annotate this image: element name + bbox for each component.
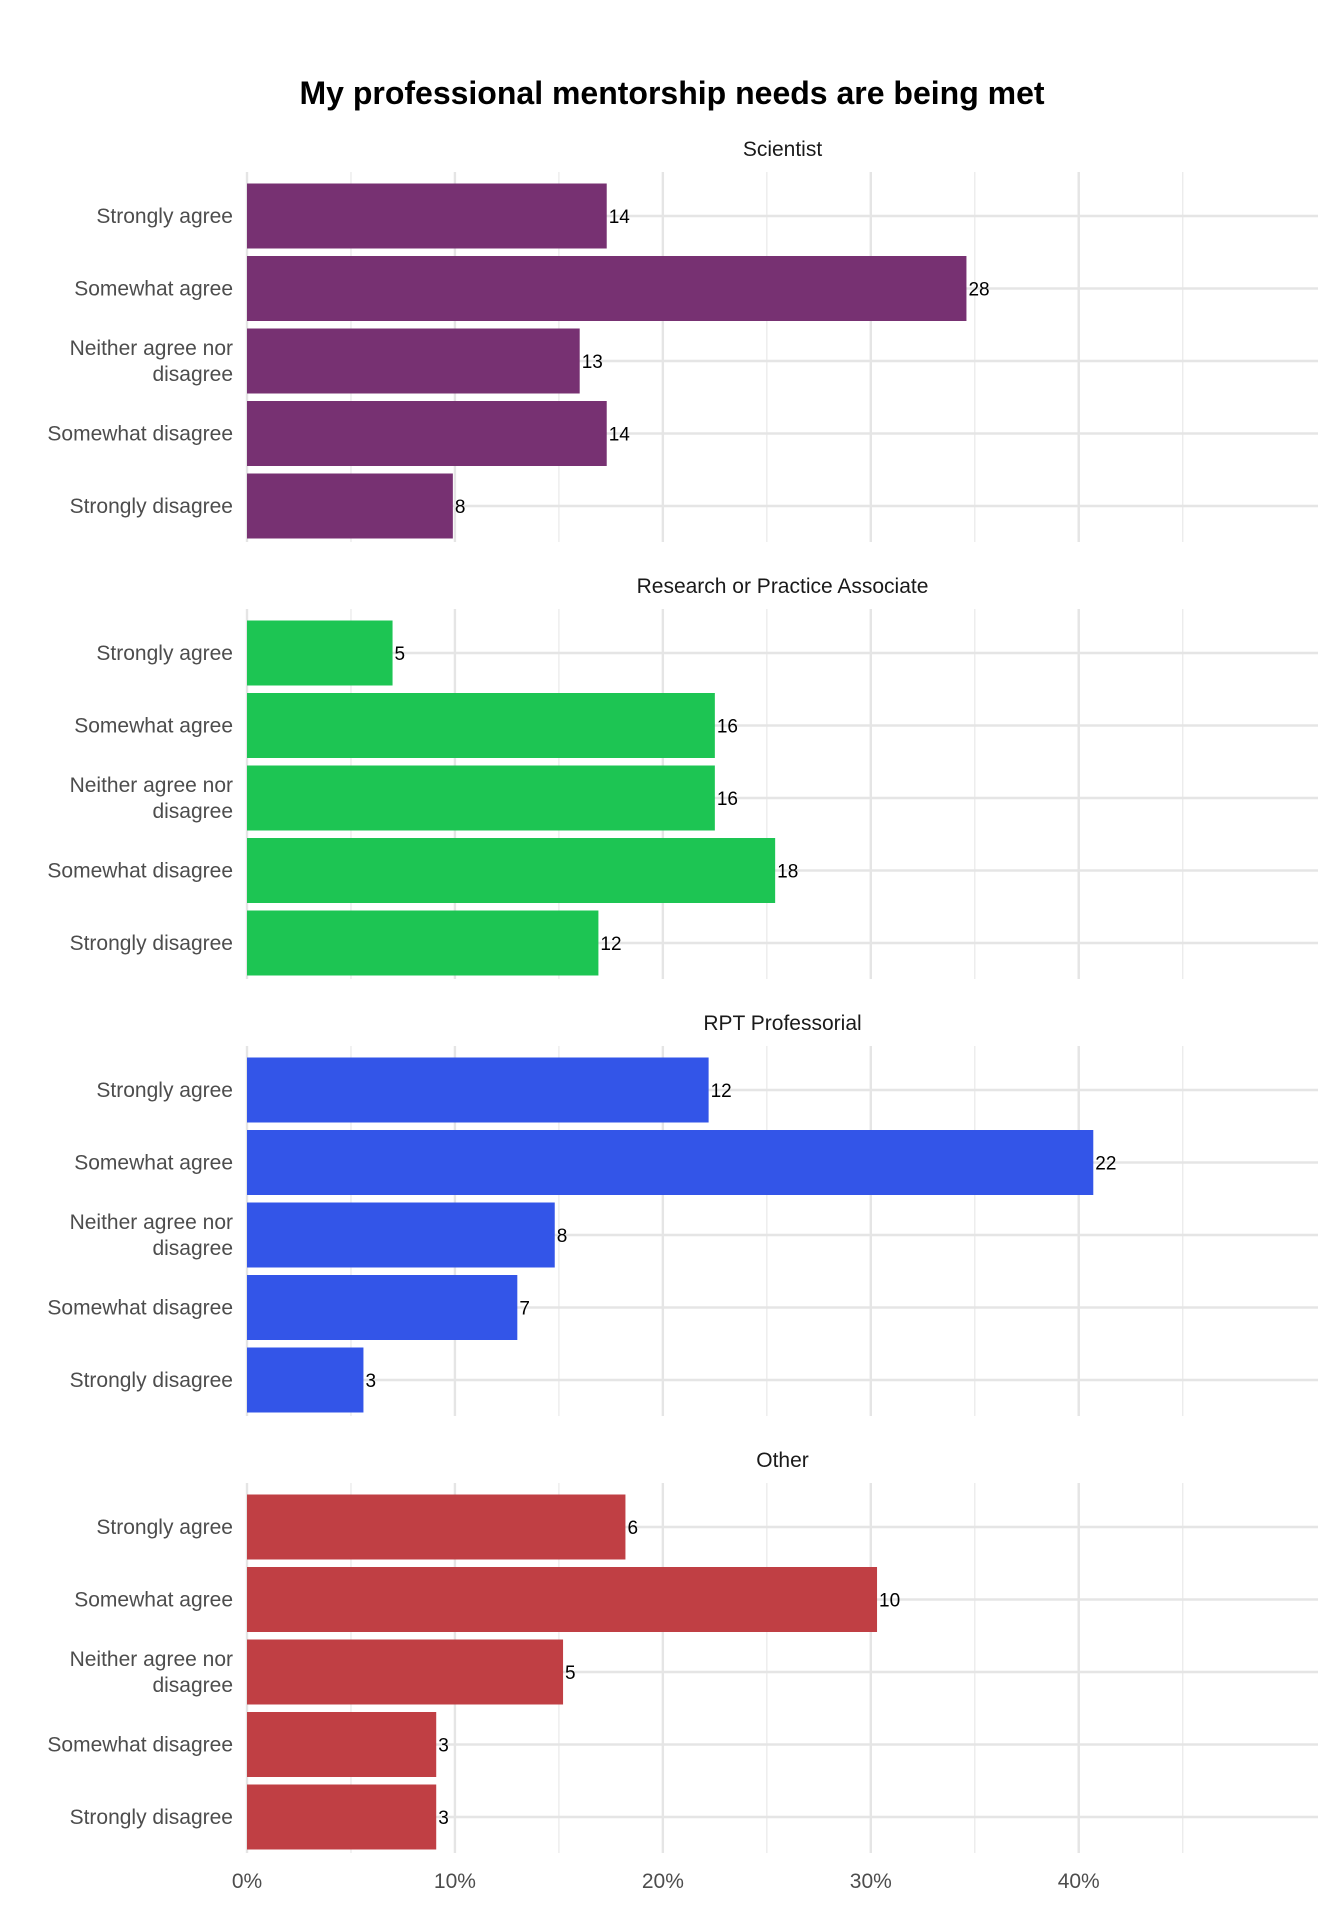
bar (247, 1202, 555, 1268)
bar (247, 1712, 437, 1777)
category-label: Somewhat disagree (47, 1297, 233, 1320)
bar (247, 1130, 1094, 1195)
value-label: 14 (609, 207, 631, 228)
category-label-line: disagree (152, 363, 233, 386)
bar (247, 1494, 626, 1560)
x-tick-label: 30% (850, 1870, 892, 1893)
category-label-line: Neither agree nor (70, 1648, 233, 1671)
category-label: Strongly agree (96, 642, 233, 665)
value-label: 5 (395, 644, 406, 665)
value-label: 3 (365, 1371, 376, 1392)
value-label: 18 (777, 862, 798, 883)
category-label: Strongly agree (96, 1516, 233, 1539)
category-label: Strongly disagree (70, 495, 233, 518)
bar (247, 401, 607, 466)
category-label: Strongly agree (96, 1079, 233, 1102)
value-label: 16 (717, 789, 738, 810)
category-label: Strongly disagree (70, 932, 233, 955)
facet-panel: Research or Practice Associate 5 Strongly … (47, 575, 1318, 979)
category-label: Neither agree nor disagree (70, 337, 233, 386)
bar (247, 1057, 709, 1123)
bar (247, 620, 393, 686)
facet-title: Research or Practice Associate (637, 575, 929, 598)
category-label: Strongly disagree (70, 1369, 233, 1392)
category-label: Strongly disagree (70, 1806, 233, 1829)
category-label: Somewhat agree (74, 278, 233, 301)
category-label-line: Neither agree nor (70, 337, 233, 360)
category-label-line: disagree (152, 1237, 233, 1260)
value-label: 12 (600, 934, 621, 955)
category-label: Somewhat disagree (47, 1734, 233, 1757)
facet-panel: Other 6 Strongly agree 10 Somewhat agree 5 Nei… (47, 1449, 1318, 1853)
x-axis: 0% 10% 20% 30% 40% (232, 1870, 1100, 1893)
value-label: 28 (968, 280, 989, 301)
bar (247, 1639, 564, 1705)
value-label: 14 (609, 425, 631, 446)
category-label: Somewhat agree (74, 715, 233, 738)
category-label: Neither agree nor disagree (70, 774, 233, 823)
category-label: Neither agree nor disagree (70, 1648, 233, 1697)
category-label: Somewhat disagree (47, 423, 233, 446)
facet-title: Scientist (743, 138, 823, 161)
value-label: 3 (438, 1808, 449, 1829)
x-tick-label: 10% (434, 1870, 476, 1893)
facet-title: Other (756, 1449, 809, 1472)
bar (247, 693, 715, 758)
facet-title: RPT Professorial (703, 1012, 861, 1035)
value-label: 12 (711, 1081, 732, 1102)
bar (247, 910, 599, 976)
category-label-line: disagree (152, 800, 233, 823)
category-label: Somewhat agree (74, 1152, 233, 1175)
bar (247, 1347, 364, 1413)
value-label: 8 (455, 497, 466, 518)
category-label-line: Neither agree nor (70, 774, 233, 797)
value-label: 16 (717, 717, 738, 738)
category-label: Neither agree nor disagree (70, 1211, 233, 1260)
chart-title: My professional mentorship needs are bei… (299, 75, 1044, 111)
x-tick-label: 40% (1058, 1870, 1100, 1893)
value-label: 13 (582, 352, 603, 373)
bar (247, 1784, 437, 1850)
category-label: Somewhat agree (74, 1589, 233, 1612)
value-label: 8 (557, 1226, 568, 1247)
value-label: 6 (627, 1518, 638, 1539)
value-label: 10 (879, 1591, 900, 1612)
value-label: 5 (565, 1663, 576, 1684)
value-label: 3 (438, 1736, 449, 1757)
bar (247, 473, 453, 539)
category-label-line: disagree (152, 1674, 233, 1697)
bar (247, 838, 776, 903)
bar (247, 765, 715, 831)
facet-panel: RPT Professorial 12 Strongly agree 22 Somewh… (47, 1012, 1318, 1416)
bar (247, 183, 607, 249)
bar (247, 328, 580, 394)
category-label-line: Neither agree nor (70, 1211, 233, 1234)
value-label: 22 (1095, 1154, 1116, 1175)
facet-panel: Scientist 14 Strongly agree 28 Somewhat agre… (47, 138, 1318, 542)
value-label: 7 (519, 1299, 530, 1320)
bar (247, 256, 967, 321)
x-tick-label: 0% (232, 1870, 262, 1893)
bar (247, 1567, 878, 1632)
bar (247, 1275, 518, 1340)
category-label: Strongly agree (96, 205, 233, 228)
category-label: Somewhat disagree (47, 860, 233, 883)
x-tick-label: 20% (642, 1870, 684, 1893)
